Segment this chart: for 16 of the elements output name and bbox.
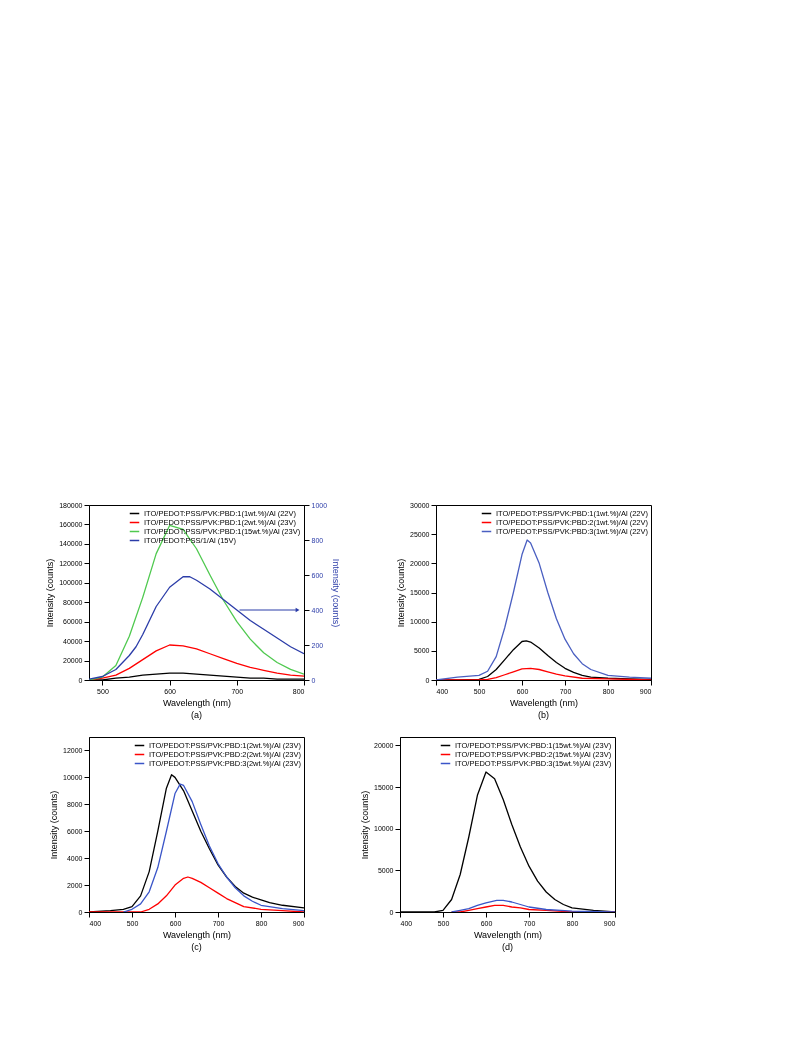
x-axis-title: Wavelength (nm): [509, 697, 579, 708]
text: (d): [502, 942, 513, 952]
line-series: [122, 783, 304, 912]
y-axis-title: Intensity (counts): [396, 558, 407, 628]
text: (b): [538, 710, 549, 720]
line-series: [450, 899, 615, 912]
y-axis-title: Intensity (counts): [49, 790, 60, 860]
x-axis-title: Wavelength (nm): [162, 929, 232, 940]
text: (c): [191, 942, 202, 952]
x-axis-title: Wavelength (nm): [162, 697, 232, 708]
x-axis-title: Wavelength (nm): [473, 929, 543, 940]
text: (a): [191, 710, 202, 720]
y2-axis-title: Intensity (counts): [331, 558, 342, 628]
y-axis-title: Intensity (counts): [360, 790, 371, 860]
y-axis-title: Intensity (counts): [45, 558, 56, 628]
line-series: [89, 876, 304, 912]
